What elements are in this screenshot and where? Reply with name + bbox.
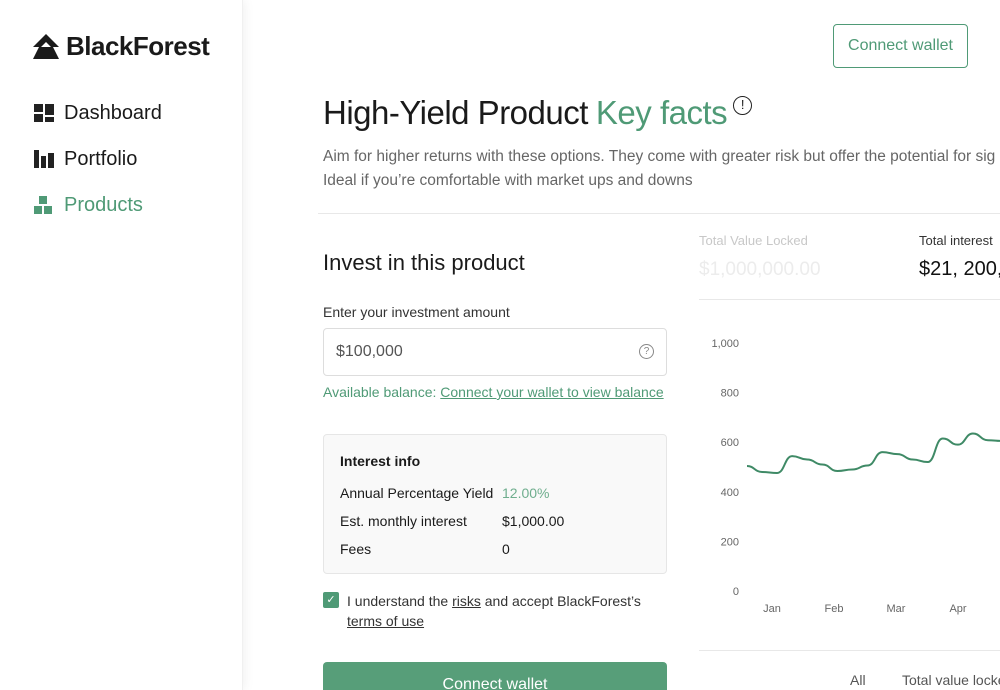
title-text: High-Yield Product <box>323 94 588 131</box>
sidebar-item-label: Products <box>64 193 143 216</box>
info-row-apy: Annual Percentage Yield 12.00% <box>340 485 549 501</box>
sidebar-item-label: Dashboard <box>64 101 162 124</box>
sidebar-item-label: Portfolio <box>64 147 138 170</box>
risks-link[interactable]: risks <box>452 593 481 609</box>
investment-amount-input[interactable] <box>323 328 667 376</box>
brand-logo[interactable]: BlackForest <box>32 31 210 62</box>
sidebar: BlackForest Dashboard Portfolio Products <box>0 0 243 690</box>
y-tick-label: 800 <box>721 388 739 400</box>
y-tick-label: 1,000 <box>711 338 739 350</box>
terms-pre: I understand the <box>347 593 453 609</box>
key-facts-link[interactable]: Key facts <box>595 94 728 131</box>
tvl-label: Total Value Locked <box>699 233 808 248</box>
info-row-fees: Fees 0 <box>340 541 510 557</box>
terms-checkbox[interactable]: ✓ <box>323 592 339 608</box>
subtitle-line: Aim for higher returns with these option… <box>323 148 996 165</box>
divider <box>699 299 1000 300</box>
bar-chart-icon <box>34 150 54 168</box>
divider <box>699 650 1000 651</box>
balance-label: Available balance: <box>323 384 437 400</box>
row-value: 0 <box>502 541 510 557</box>
row-value: $1,000.00 <box>502 513 565 529</box>
x-tick-label: Mar <box>887 603 906 615</box>
row-value: 12.00% <box>502 485 550 501</box>
sidebar-item-dashboard[interactable]: Dashboard <box>34 90 162 136</box>
blocks-icon <box>34 196 52 214</box>
amount-label: Enter your investment amount <box>323 304 510 320</box>
brand-name: BlackForest <box>66 31 210 61</box>
x-tick-label: Feb <box>825 603 844 615</box>
x-tick-label: Jan <box>763 603 781 615</box>
connect-wallet-button[interactable]: Connect wallet <box>833 24 968 68</box>
row-label: Fees <box>340 541 372 557</box>
chart-tab-tvl[interactable]: Total value locke <box>902 672 1000 688</box>
connect-wallet-submit-button[interactable]: Connect wallet <box>323 662 667 690</box>
available-balance: Available balance: Connect your wallet t… <box>323 384 664 400</box>
dashboard-icon <box>34 104 54 122</box>
main-content: Connect wallet High-Yield Product Key fac… <box>243 0 1000 690</box>
series-line <box>746 432 1000 474</box>
connect-wallet-link[interactable]: Connect your wallet to view balance <box>440 384 664 400</box>
y-tick-label: 0 <box>733 586 739 598</box>
interest-info-box: Interest info Annual Percentage Yield 12.… <box>323 434 667 574</box>
tvl-chart: 1,000 800 600 400 200 0 Jan Feb Mar Apr <box>711 338 1000 615</box>
terms-agreement: ✓ I understand the risks and accept Blac… <box>323 591 657 631</box>
total-interest-value: $21, 200, <box>919 258 1000 280</box>
terms-text: I understand the risks and accept BlackF… <box>347 591 657 631</box>
tree-icon <box>33 33 59 59</box>
interest-info-heading: Interest info <box>340 453 421 469</box>
page-subtitle: Aim for higher returns with these option… <box>323 145 995 193</box>
help-icon[interactable]: ? <box>639 344 654 359</box>
chart-tab-all[interactable]: All <box>850 672 866 688</box>
page-title: High-Yield Product Key facts! <box>323 94 753 132</box>
sidebar-item-portfolio[interactable]: Portfolio <box>34 136 162 182</box>
y-tick-label: 200 <box>721 536 739 548</box>
y-tick-label: 600 <box>721 437 739 449</box>
tvl-value: $1,000,000.00 <box>699 259 821 280</box>
info-icon[interactable]: ! <box>733 96 753 115</box>
invest-heading: Invest in this product <box>323 250 525 275</box>
terms-mid: and accept BlackForest’s <box>480 593 641 609</box>
divider <box>318 213 1000 214</box>
terms-of-use-link[interactable]: terms of use <box>347 613 425 629</box>
total-interest-label: Total interest <box>919 233 993 248</box>
x-tick-label: Apr <box>949 603 966 615</box>
row-label: Est. monthly interest <box>340 513 467 529</box>
sidebar-item-products[interactable]: Products <box>34 182 162 228</box>
subtitle-line: Ideal if you’re comfortable with market … <box>323 172 693 189</box>
row-label: Annual Percentage Yield <box>340 485 494 501</box>
y-tick-label: 400 <box>721 487 739 499</box>
sidebar-nav: Dashboard Portfolio Products <box>34 90 162 228</box>
info-row-monthly: Est. monthly interest $1,000.00 <box>340 513 564 529</box>
